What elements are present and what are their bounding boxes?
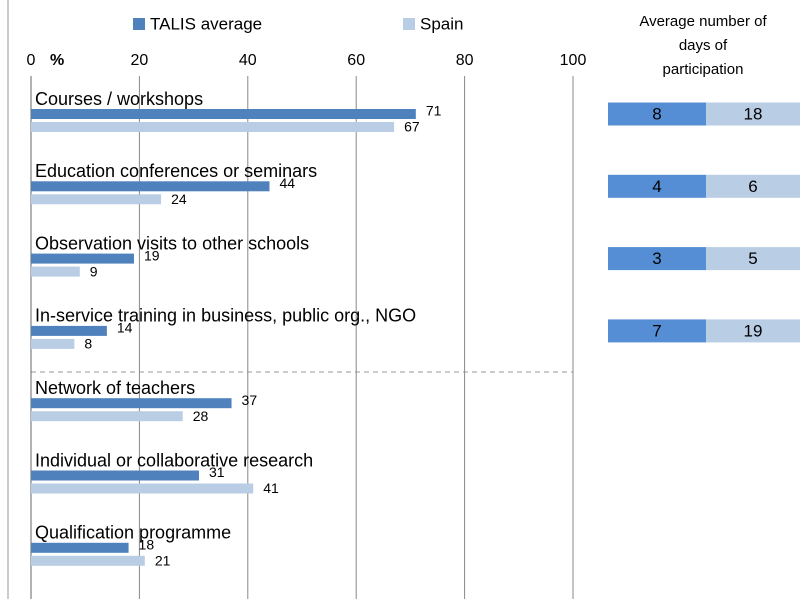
table-title: days of xyxy=(679,37,728,54)
table-value: 3 xyxy=(652,249,661,268)
value-label: 21 xyxy=(155,553,171,569)
bar xyxy=(31,122,395,132)
table-cell xyxy=(608,319,706,343)
table-cell xyxy=(608,102,706,126)
table-value: 5 xyxy=(748,249,757,268)
table-value: 7 xyxy=(652,321,661,340)
bar xyxy=(31,109,416,119)
category-label: Qualification programme xyxy=(35,523,231,543)
x-tick-label: 40 xyxy=(239,52,257,69)
category-label: Network of teachers xyxy=(35,378,195,398)
category-label: In-service training in business, public … xyxy=(35,306,416,326)
value-label: 41 xyxy=(263,480,279,496)
table-cell xyxy=(706,319,800,343)
table-value: 19 xyxy=(744,321,763,340)
bar xyxy=(31,470,200,481)
bar xyxy=(31,411,183,422)
value-label: 28 xyxy=(193,408,209,424)
table-cell xyxy=(608,247,706,271)
legend-label: TALIS average xyxy=(150,14,262,33)
x-tick-label: 60 xyxy=(347,52,365,69)
value-label: 44 xyxy=(279,175,295,191)
bar xyxy=(31,253,134,264)
value-label: 9 xyxy=(90,263,98,279)
category-label: Individual or collaborative research xyxy=(35,450,313,470)
bar xyxy=(31,542,129,553)
x-tick-label: 100 xyxy=(560,52,587,69)
x-tick-label: 20 xyxy=(131,52,149,69)
bar xyxy=(31,555,145,566)
table-value: 8 xyxy=(652,104,661,123)
bar xyxy=(31,338,75,349)
value-label: 71 xyxy=(426,103,442,119)
category-label: Observation visits to other schools xyxy=(35,233,309,253)
bar xyxy=(31,398,232,409)
value-label: 67 xyxy=(404,119,420,135)
bar xyxy=(31,194,162,205)
value-label: 31 xyxy=(209,464,225,480)
table-cell xyxy=(706,174,800,198)
table-cell xyxy=(706,102,800,126)
table-title: participation xyxy=(663,61,744,78)
legend-label: Spain xyxy=(420,14,463,33)
unit-label: % xyxy=(50,52,64,69)
table-cell xyxy=(608,174,706,198)
value-label: 8 xyxy=(84,336,92,352)
bar xyxy=(31,266,80,277)
legend-swatch xyxy=(133,18,145,30)
value-label: 24 xyxy=(171,191,187,207)
table-value: 6 xyxy=(748,177,757,196)
category-label: Courses / workshops xyxy=(35,89,203,109)
value-label: 37 xyxy=(242,392,258,408)
category-label: Education conferences or seminars xyxy=(35,161,317,181)
x-tick-label: 0 xyxy=(27,52,36,69)
bar xyxy=(31,325,107,336)
value-label: 19 xyxy=(144,247,160,263)
x-tick-label: 80 xyxy=(456,52,474,69)
value-label: 18 xyxy=(139,537,155,553)
table-title: Average number of xyxy=(639,13,767,30)
value-label: 14 xyxy=(117,320,133,336)
bar xyxy=(31,483,254,494)
table-value: 18 xyxy=(744,104,763,123)
table-cell xyxy=(706,247,800,271)
table-value: 4 xyxy=(652,177,661,196)
bar xyxy=(31,181,270,192)
legend-swatch xyxy=(403,18,415,30)
